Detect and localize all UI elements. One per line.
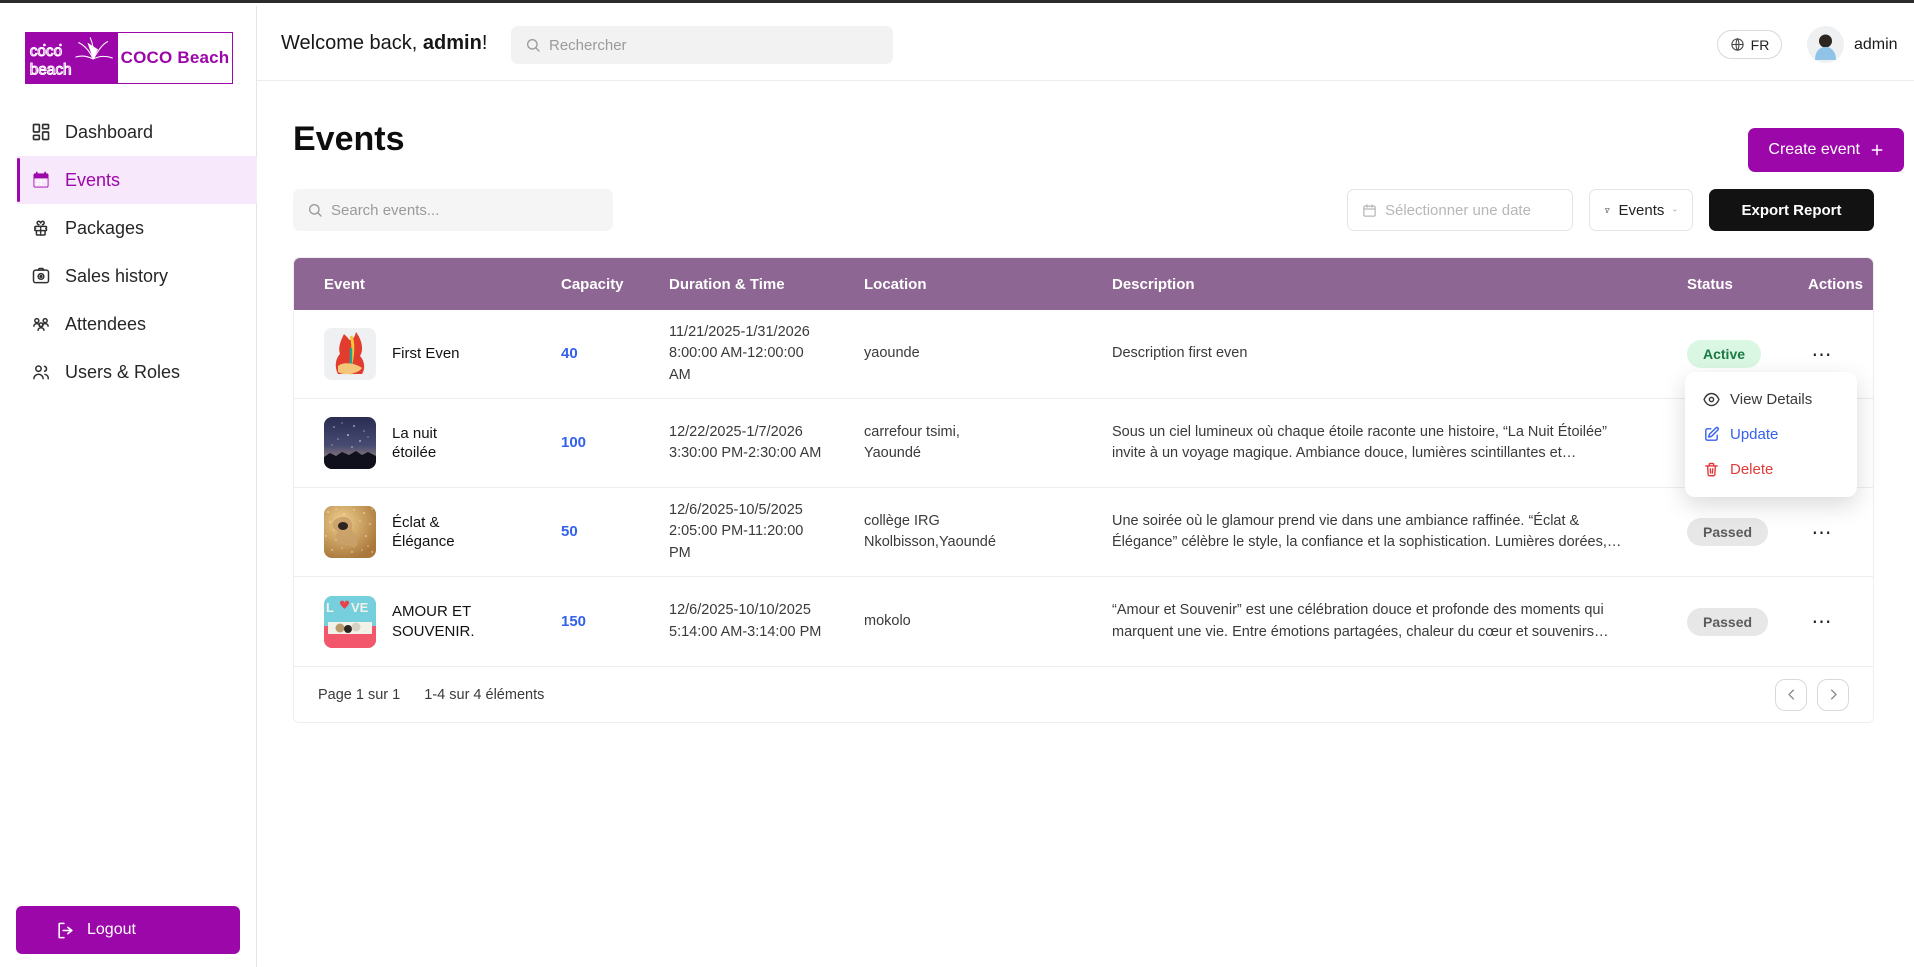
svg-text:coco: coco (30, 43, 62, 60)
svg-text:VE: VE (351, 600, 369, 615)
svg-text:L: L (326, 600, 334, 615)
svg-text:beach: beach (30, 61, 72, 78)
